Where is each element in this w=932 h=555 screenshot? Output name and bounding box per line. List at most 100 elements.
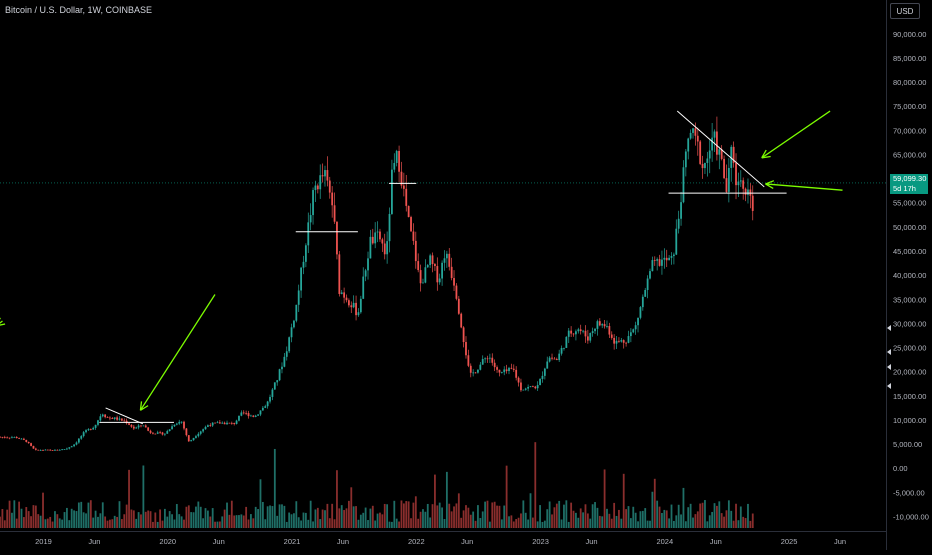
candle-body (90, 429, 92, 430)
candle (391, 160, 393, 215)
candle-body (341, 292, 343, 294)
volume-bar (6, 510, 8, 528)
x-tick-label: Jun (461, 537, 473, 546)
candle-body (185, 429, 187, 436)
candle-body (99, 416, 101, 420)
x-tick-label: 2019 (35, 537, 52, 546)
candle (618, 337, 620, 343)
volume-bar (640, 511, 642, 528)
candle-body (680, 202, 682, 219)
candle (389, 207, 391, 252)
candle-body (154, 434, 156, 435)
volume-bar (121, 519, 123, 528)
candle (623, 339, 625, 348)
volume-bar (97, 517, 99, 528)
candle-body (4, 437, 6, 438)
volume-bar (534, 442, 536, 528)
volume-bar (396, 519, 398, 528)
candle (217, 421, 219, 423)
candle (267, 401, 269, 409)
candle (513, 364, 515, 372)
candle (346, 294, 348, 302)
candle-body (623, 340, 625, 343)
candle-body (640, 307, 642, 318)
candle-body (477, 370, 479, 373)
candle (436, 257, 438, 290)
candle-body (229, 423, 231, 424)
candle (740, 170, 742, 187)
candle (503, 366, 505, 375)
candle (171, 424, 173, 429)
candle-body (403, 186, 405, 189)
candle-body (503, 369, 505, 372)
volume-bar (229, 515, 231, 528)
volume-bar (257, 509, 259, 528)
candle-body (539, 379, 541, 385)
x-tick-label: Jun (213, 537, 225, 546)
volume-bar (506, 466, 508, 528)
candle-body (434, 264, 436, 266)
candle (561, 345, 563, 355)
candle-body (171, 426, 173, 429)
candle (260, 410, 262, 416)
volume-bar (575, 513, 577, 528)
y-tick-label: 70,000.00 (893, 126, 926, 135)
candle-body (527, 387, 529, 389)
candle (601, 323, 603, 328)
volume-bar (329, 518, 331, 528)
candle-body (510, 368, 512, 369)
candle (499, 370, 501, 377)
volume-bar (164, 509, 166, 528)
candle (699, 140, 701, 165)
candle (255, 415, 257, 417)
candle-body (212, 423, 214, 426)
candle-body (632, 329, 634, 332)
candle (735, 153, 737, 199)
candle-body (319, 175, 321, 189)
candle-body (644, 290, 646, 297)
volume-bar (671, 505, 673, 528)
candle (654, 256, 656, 266)
volume-bar (317, 508, 319, 528)
volume-bar (551, 514, 553, 528)
candle-body (432, 255, 434, 264)
candle-body (745, 189, 747, 195)
candle-body (317, 186, 319, 190)
candle (508, 367, 510, 374)
candle-body (704, 163, 706, 168)
candle (229, 423, 231, 424)
y-tick-label: 50,000.00 (893, 223, 926, 232)
volume-bar (508, 516, 510, 528)
volume-bar (154, 512, 156, 528)
volume-bar (463, 510, 465, 528)
candle-body (752, 196, 754, 211)
candle-body (159, 432, 161, 433)
volume-bar (580, 508, 582, 528)
volume-bar (687, 507, 689, 528)
volume-bar (131, 510, 133, 528)
candle (642, 294, 644, 310)
volume-bar (604, 469, 606, 528)
currency-button[interactable]: USD (890, 3, 920, 19)
volume-bar (465, 505, 467, 528)
candle-body (654, 260, 656, 261)
candle (456, 283, 458, 300)
candle-body (95, 425, 97, 428)
volume-bar (25, 507, 27, 528)
y-tick-label: 15,000.00 (893, 392, 926, 401)
candle-body (140, 425, 142, 426)
volume-bar (252, 518, 254, 528)
candle (49, 449, 51, 451)
candle (709, 140, 711, 173)
candle-body (597, 321, 599, 329)
volume-bar (702, 503, 704, 528)
candle-body (40, 450, 42, 451)
candle-body (522, 390, 524, 391)
candle (73, 444, 75, 447)
candle (338, 251, 340, 296)
volume-bar (37, 514, 39, 528)
candle-body (728, 168, 730, 192)
candle-body (260, 410, 262, 414)
